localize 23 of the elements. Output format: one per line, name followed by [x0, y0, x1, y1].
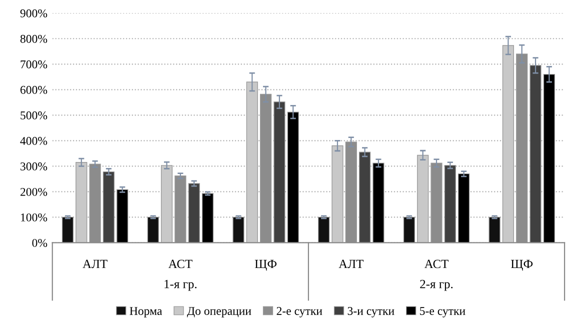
- text: 1-я гр.: [164, 280, 196, 291]
- y-tick-label: 700%: [20, 60, 48, 68]
- x-tick-label: АЛТ: [82, 260, 108, 268]
- x-tick-label: АСТ: [424, 260, 448, 268]
- legend-label: 5-е сутки: [420, 307, 466, 318]
- legend-label: До операции: [187, 307, 252, 318]
- y-tick-label: 800%: [20, 34, 48, 43]
- y-tick-label: 200%: [20, 188, 48, 196]
- legend-label: 2-е сутки: [276, 307, 322, 318]
- y-tick-label: 500%: [20, 111, 48, 120]
- x-tick-label: ЩФ: [510, 260, 533, 271]
- y-tick-label: 0%: [32, 238, 48, 247]
- text: 2-я гр.: [420, 280, 453, 291]
- y-tick-label: 100%: [21, 213, 48, 222]
- x-tick-label: АСТ: [168, 260, 192, 268]
- legend-label: 3-и сутки: [348, 307, 394, 318]
- y-tick-label: 400%: [20, 136, 48, 145]
- y-tick-label: 600%: [20, 86, 48, 94]
- x-tick-label: ЩФ: [254, 260, 277, 271]
- y-tick-label: 300%: [20, 162, 48, 170]
- x-tick-label: АЛТ: [338, 260, 364, 268]
- y-tick-label: 900%: [20, 9, 48, 18]
- legend-label: Норма: [130, 307, 162, 318]
